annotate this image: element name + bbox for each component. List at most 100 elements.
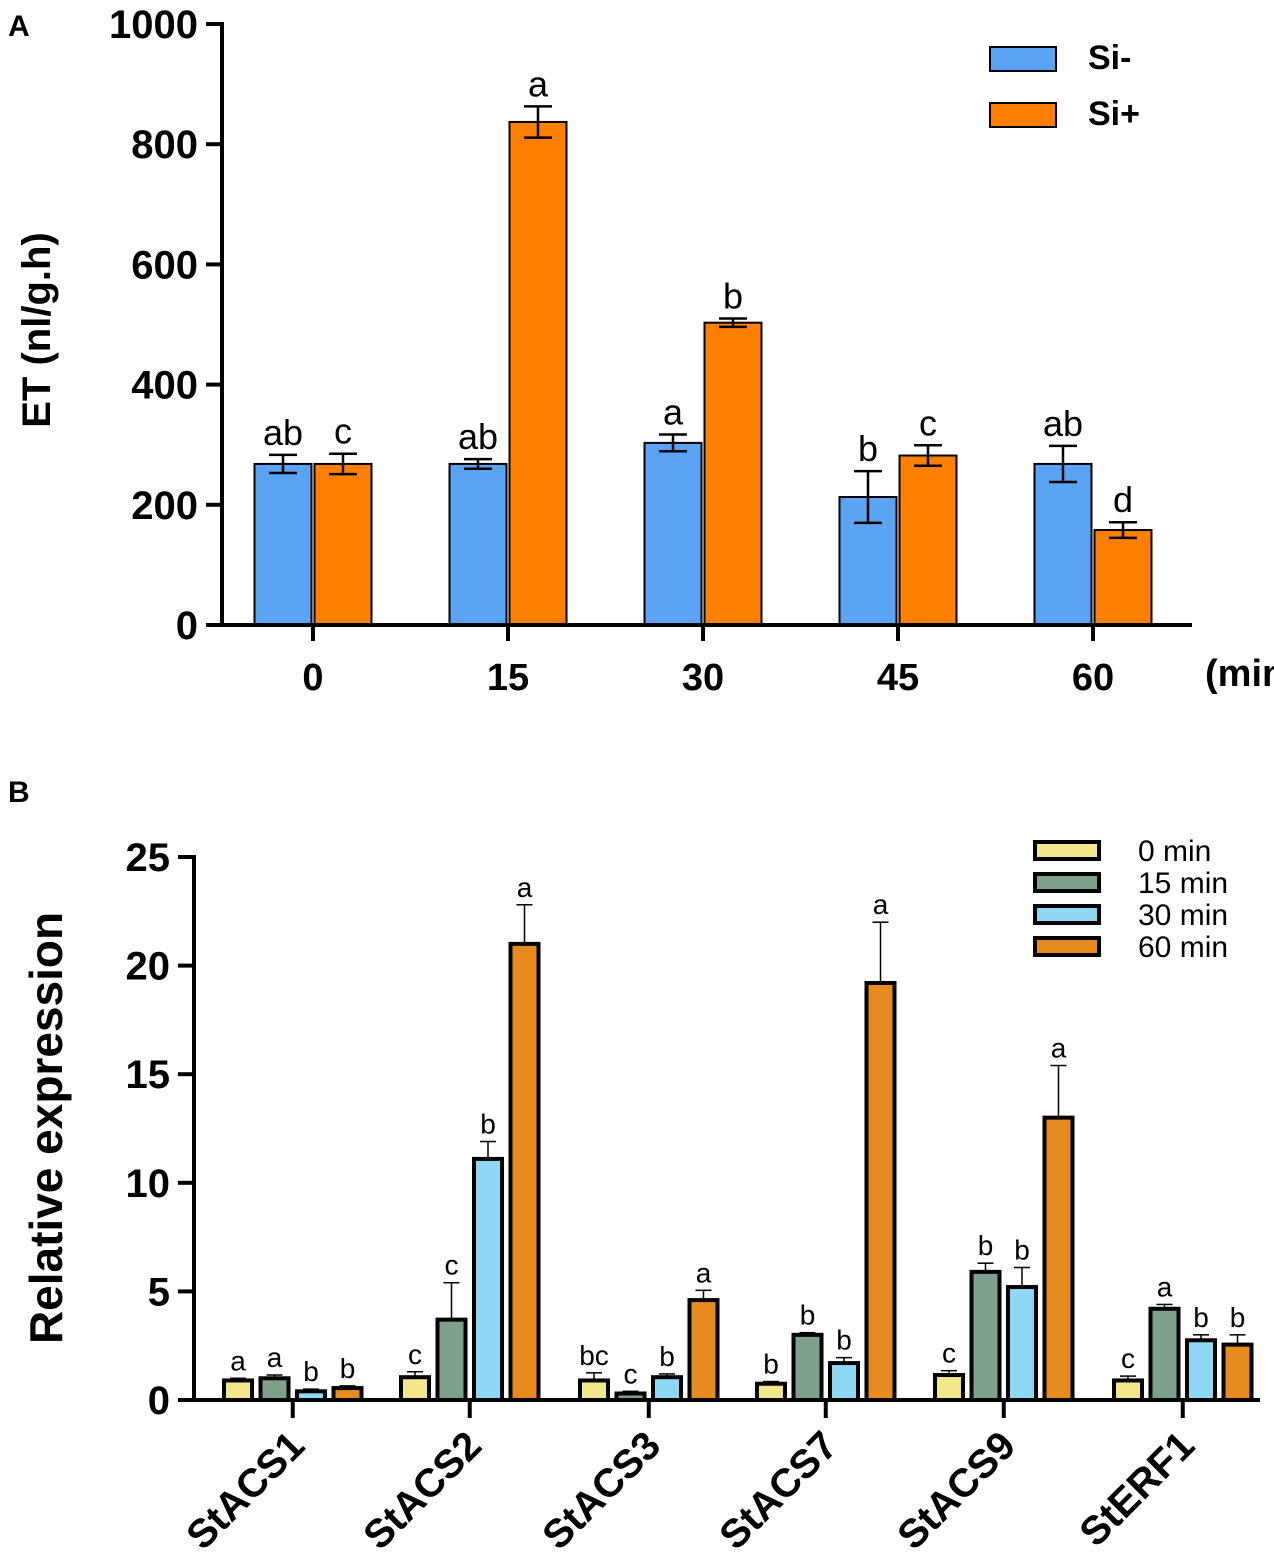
- chart-a-legend-swatch: [989, 46, 1057, 72]
- chart-b-bar: [651, 1375, 683, 1402]
- chart-b-bar: [435, 1317, 468, 1402]
- chart-b-bar: [687, 1298, 720, 1403]
- chart-a-y-ticks: 0 200 400 600 800 1000: [109, 3, 222, 648]
- chart-b-significance-letter: b: [480, 1109, 496, 1140]
- chart-b-bar: [1185, 1338, 1217, 1403]
- chart-b-significance-letter: b: [1193, 1302, 1209, 1333]
- chart-b-significance-letter: a: [696, 1257, 712, 1288]
- chart-b-legend-swatch: [1033, 904, 1101, 925]
- chart-b-significance-letter: b: [763, 1349, 779, 1380]
- chart-b-bar: [969, 1269, 1002, 1403]
- chart-b-bar: [1221, 1342, 1254, 1403]
- chart-a-legend: Si- Si+: [989, 39, 1140, 133]
- chart-a-legend-label: Si+: [1088, 95, 1140, 133]
- chart-b-bar: [933, 1373, 965, 1402]
- chart-a-bar: [508, 120, 568, 626]
- chart-a-significance-letter: ab: [263, 412, 303, 453]
- chart-b-bar: [1006, 1285, 1038, 1403]
- chart-b-bar: [1042, 1115, 1075, 1402]
- chart-a-bar: [1033, 462, 1093, 626]
- panel-label-a: A: [8, 10, 30, 43]
- chart-a-error-bars: [269, 105, 1137, 540]
- chart-a-significance-letter: ab: [1043, 403, 1083, 444]
- chart-a-x-tick-label: 0: [302, 657, 323, 699]
- chart-b-significance-letter: b: [978, 1230, 994, 1261]
- chart-a-legend-label: Si-: [1088, 39, 1131, 77]
- chart-a-y-tick-label: 0: [176, 604, 198, 648]
- chart-b-x-tick-label: StACS7: [711, 1423, 846, 1558]
- chart-b-significance-letter: b: [836, 1325, 852, 1356]
- chart-b-significance-letter: c: [624, 1358, 638, 1389]
- chart-a-y-tick-label: 400: [131, 364, 198, 408]
- chart-a-x-tick-label: 15: [487, 657, 529, 699]
- chart-a-y-tick-label: 1000: [109, 3, 198, 47]
- chart-b-y-tick-label: 15: [126, 1053, 171, 1097]
- chart-a-significance-letter: a: [663, 391, 684, 432]
- chart-b-y-tick-label: 20: [126, 945, 171, 989]
- chart-b-x-tick-label: StACS3: [534, 1423, 669, 1558]
- chart-a-legend-swatch: [989, 102, 1057, 128]
- chart-b-significance-letter: c: [445, 1250, 459, 1281]
- chart-b-bar: [864, 980, 897, 1402]
- chart-b-significance-letter: a: [1051, 1033, 1067, 1064]
- chart-a-significance-letter: a: [528, 63, 549, 104]
- chart-a-x-tick-label: 60: [1072, 657, 1114, 699]
- chart-b-y-tick-label: 0: [148, 1379, 170, 1423]
- chart-a-bar: [253, 462, 313, 626]
- chart-b-bar: [222, 1378, 254, 1403]
- chart-b-bar: [1112, 1378, 1144, 1403]
- chart-a-significance-letter: b: [723, 275, 743, 316]
- chart-b-y-tick-label: 10: [126, 1162, 171, 1206]
- chart-b-legend-label: 60 min: [1138, 931, 1228, 964]
- chart-a-bar: [898, 454, 958, 626]
- chart-a-y-tick-label: 600: [131, 243, 198, 287]
- chart-b-significance-letter: b: [1014, 1235, 1030, 1266]
- chart-a-y-axis-label: ET (nl/g.h): [15, 232, 59, 428]
- chart-b-significance-letter: b: [303, 1356, 319, 1387]
- chart-b-x-tick-label: StACS1: [178, 1423, 313, 1558]
- chart-b-bar: [755, 1381, 787, 1402]
- chart-b-significance-letter: a: [267, 1342, 283, 1373]
- chart-b-legend-swatch: [1033, 872, 1101, 893]
- chart-b-significance-letter: c: [408, 1339, 422, 1370]
- chart-b-y-ticks: 0 5 10 15 20 25: [126, 836, 194, 1423]
- chart-b-x-tick-label: StACS2: [355, 1423, 490, 1558]
- panel-label-b: B: [8, 776, 30, 809]
- chart-b-y-axis-label: Relative expression: [20, 912, 72, 1344]
- chart-a-x-ticks: 0 15 30 45 60: [302, 625, 1114, 699]
- chart-b-y-tick-label: 25: [126, 836, 171, 880]
- chart-b-significance-letter: c: [1121, 1343, 1135, 1374]
- chart-b-x-ticks: StACS1 StACS2 StACS3 StACS7 StACS9 StERF1: [178, 1400, 1203, 1558]
- chart-b-bar: [578, 1378, 610, 1403]
- chart-b-bar: [472, 1156, 504, 1402]
- chart-b-significance-letter: b: [659, 1341, 675, 1372]
- chart-a-bar: [313, 462, 373, 626]
- chart-b-x-tick-label: StACS9: [889, 1423, 1024, 1558]
- chart-a-y-tick-label: 200: [131, 484, 198, 528]
- chart-a-significance-letter: c: [334, 411, 352, 452]
- chart-a-y-tick-label: 800: [131, 123, 198, 167]
- chart-b-significance-letter: b: [800, 1300, 816, 1331]
- chart-b-legend-swatch: [1033, 840, 1101, 861]
- chart-a-x-axis-unit: (min): [1205, 653, 1274, 695]
- chart-a-x-tick-label: 45: [877, 657, 919, 699]
- chart-b-significance-letter: b: [1230, 1302, 1246, 1333]
- chart-a-x-tick-label: 30: [682, 657, 724, 699]
- chart-a-bars: [253, 120, 1153, 626]
- chart-b-error-bars: [230, 904, 1246, 1394]
- chart-b-significance-letter: a: [230, 1345, 246, 1376]
- chart-b-bar: [508, 941, 541, 1402]
- chart-b-significance-letter: bc: [579, 1340, 609, 1371]
- chart-b-bar: [258, 1376, 291, 1403]
- chart-b-y-tick-label: 5: [148, 1270, 170, 1314]
- chart-b-legend-swatch: [1033, 936, 1101, 957]
- chart-a-significance-letter: ab: [458, 416, 498, 457]
- chart-b-bar: [399, 1375, 431, 1402]
- chart-a-bar: [643, 441, 703, 626]
- chart-b-bar: [1148, 1306, 1181, 1402]
- chart-a-bar: [1093, 529, 1153, 626]
